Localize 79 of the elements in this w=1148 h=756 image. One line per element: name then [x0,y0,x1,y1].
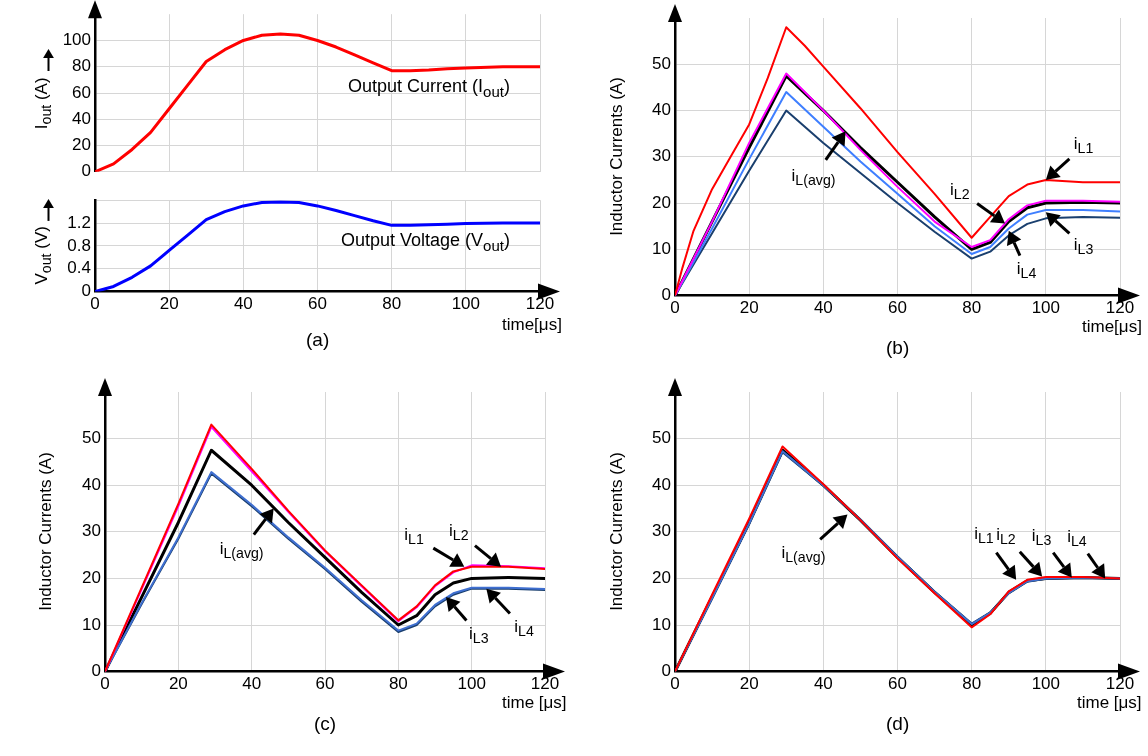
x-axis-title: time [μs] [502,692,567,712]
y-tick-label: 0 [81,281,91,301]
x-tick-label: 40 [242,674,262,694]
annotation: i$_{L3}$ [1073,234,1094,258]
x-tick-label: 20 [168,674,188,694]
x-tick-label: 40 [813,674,833,694]
x-tick-label: 120 [1105,674,1135,694]
x-axis-title: time [μs] [1077,692,1142,712]
x-tick-label: 60 [315,674,335,694]
annotation: i$_{L1}$ [1073,134,1094,157]
x-tick-label: 120 [530,674,560,694]
text: (d) [886,712,910,734]
y-tick-label: 50 [652,428,671,448]
x-tick-label: 40 [813,298,833,318]
x-tick-label: 120 [525,294,555,314]
x-tick-label: 60 [888,674,907,694]
annotation: i$_{L(avg)}$ [219,539,264,562]
annotation: i$_{L4}$ [1067,526,1087,550]
y-tick-label: 40 [652,100,671,120]
text: (c) [314,712,337,734]
annotation: i$_{L2}$ [950,179,970,203]
y-tick-label: 40 [82,474,101,494]
annotation: i$_{L3}$ [469,623,489,646]
x-tick-label: 80 [382,294,402,314]
y-tick-label: 40 [652,474,671,494]
text: (b) [886,336,910,358]
x-tick-label: 80 [388,674,408,694]
y-tick-label: 20 [652,192,671,212]
y-tick-label: 50 [82,428,101,448]
x-tick-label: 40 [233,294,253,314]
y-tick-label: 0.4 [67,258,91,278]
series-label: Output Current (I$_{out}$) [348,75,510,100]
series-label: Output Voltage (V$_{out}$) [341,230,510,254]
y-tick-label: 20 [652,568,671,588]
y-axis-title: Inductor Currents (A) [606,452,626,612]
text: (a) [306,328,330,350]
annotation: i$_{L4}$ [514,617,534,640]
y-tick-label: 60 [72,82,91,102]
x-tick-label: 100 [451,294,481,314]
x-tick-label: 20 [739,298,759,318]
y-tick-label: 10 [652,239,671,259]
y-tick-label: 40 [72,108,91,128]
x-tick-label: 80 [962,298,982,318]
x-tick-label: 120 [1105,298,1135,318]
x-tick-label: 100 [1031,298,1061,318]
annotation: i$_{L4}$ [1016,259,1037,282]
y-tick-label: 10 [652,614,671,634]
y-tick-label: 0 [661,661,671,681]
annotation: i$_{L3}$ [1031,525,1052,549]
x-tick-label: 100 [457,674,486,694]
y-tick-label: 0 [81,161,91,181]
y-tick-label: 0.8 [67,235,91,255]
y-tick-label: 10 [82,614,101,634]
x-axis-title: time[μs] [502,314,562,334]
annotation: i$_{L1}$ [974,524,994,547]
y-tick-label: 50 [652,53,671,73]
annotation: i$_{L(avg)}$ [791,165,836,189]
annotation: i$_{L2}$ [449,521,469,544]
y-tick-label: 1.2 [67,212,91,232]
annotation: i$_{L2}$ [996,525,1016,548]
x-tick-label: 60 [308,294,327,314]
x-tick-label: 20 [739,674,759,694]
y-axis-title: Inductor Currents (A) [606,77,626,237]
x-axis-title: time[μs] [1082,316,1142,336]
y-tick-label: 20 [82,568,101,588]
x-tick-label: 20 [159,294,179,314]
y-tick-label: 30 [652,521,671,541]
y-axis-title: Inductor Currents (A) [35,452,55,612]
x-tick-label: 100 [1031,674,1061,694]
y-tick-label: 30 [82,521,101,541]
y-tick-label: 30 [652,146,671,166]
x-tick-label: 80 [962,674,982,694]
annotation: i$_{L(avg)}$ [781,543,826,566]
y-tick-label: 0 [91,661,101,681]
x-tick-label: 60 [888,298,907,318]
y-tick-label: 80 [72,56,91,76]
annotation: i$_{L1}$ [404,525,424,548]
y-tick-label: 20 [72,135,91,155]
y-tick-label: 100 [62,30,91,50]
